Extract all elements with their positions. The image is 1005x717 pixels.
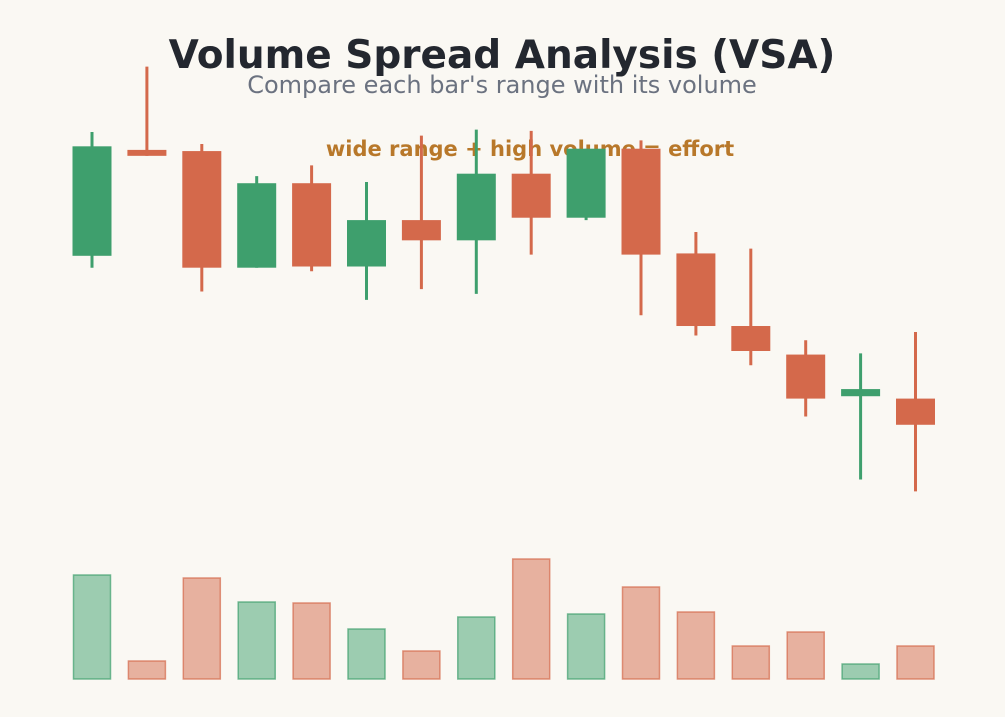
chart-subtitle: Compare each bar's range with its volume	[247, 71, 757, 99]
volume-bar-9	[511, 558, 551, 680]
candle-16	[896, 331, 935, 492]
volume-bars	[72, 558, 935, 680]
candle-8	[456, 129, 496, 294]
candle-11	[621, 140, 661, 316]
candle-body	[182, 151, 222, 268]
volume-bar-7	[402, 650, 441, 680]
candle-body	[511, 173, 551, 218]
candle-body	[566, 148, 606, 218]
candle-4	[237, 176, 277, 268]
candle-14	[786, 340, 826, 417]
volume-bar-6	[347, 628, 386, 680]
candle-body	[676, 253, 716, 327]
candle-body	[127, 149, 167, 156]
candle-body	[731, 326, 771, 351]
volume-bar-1	[72, 574, 112, 680]
volume-bar-10	[566, 613, 606, 680]
candle-body	[456, 173, 496, 241]
candle-12	[676, 232, 716, 336]
volume-bar-15	[841, 663, 880, 680]
candle-5	[292, 165, 332, 272]
volume-bar-13	[731, 645, 771, 680]
price-candles	[72, 66, 935, 492]
volume-bar-16	[896, 645, 935, 680]
candle-7	[401, 135, 441, 290]
candle-body	[621, 148, 661, 255]
candle-body	[786, 354, 826, 399]
volume-bar-12	[676, 611, 716, 680]
candle-15	[841, 353, 881, 480]
candle-2	[127, 66, 167, 156]
candle-3	[182, 143, 222, 292]
candle-body	[896, 398, 935, 425]
volume-bar-8	[457, 616, 496, 680]
candle-body	[72, 146, 112, 256]
candle-10	[566, 148, 606, 221]
chart-title: Volume Spread Analysis (VSA)	[169, 33, 836, 78]
volume-bar-11	[621, 586, 661, 680]
volume-bar-3	[182, 577, 222, 680]
candle-body	[292, 183, 332, 267]
volume-bar-2	[127, 660, 167, 680]
volume-bar-5	[292, 602, 331, 680]
candle-6	[347, 182, 386, 300]
candle-body	[347, 220, 386, 267]
candle-body	[401, 220, 441, 241]
volume-bar-14	[786, 631, 825, 680]
candle-1	[72, 132, 112, 268]
candle-body	[841, 389, 881, 397]
candle-9	[511, 130, 551, 255]
candle-body	[237, 183, 277, 268]
volume-bar-4	[237, 601, 276, 680]
candle-13	[731, 248, 771, 366]
